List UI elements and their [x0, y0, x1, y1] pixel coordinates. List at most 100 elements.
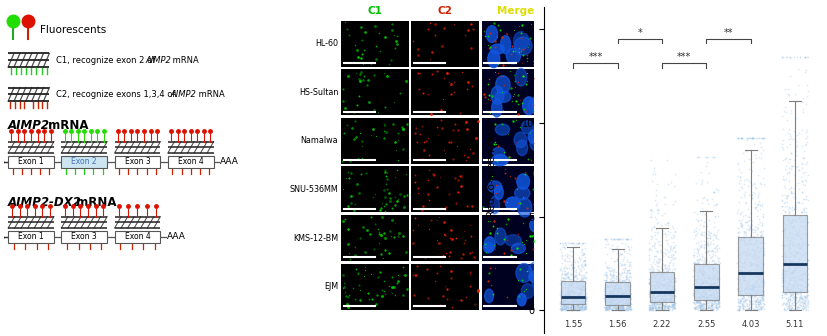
Point	[774, 279, 787, 285]
Point	[695, 273, 708, 278]
Point	[787, 297, 801, 302]
Point	[611, 273, 624, 278]
Point	[575, 300, 588, 306]
Point	[658, 267, 672, 272]
Point	[702, 256, 715, 261]
Point	[606, 269, 619, 275]
Point	[577, 263, 590, 268]
Point	[657, 280, 671, 285]
Point	[750, 299, 763, 304]
Point	[705, 265, 718, 270]
Point	[664, 289, 677, 295]
Point	[554, 300, 567, 306]
Point	[730, 235, 743, 241]
Point	[755, 291, 768, 296]
Point	[749, 245, 762, 250]
Point	[616, 297, 629, 302]
Point	[786, 296, 799, 302]
Point	[603, 298, 616, 303]
Point	[696, 281, 709, 286]
Point	[555, 270, 568, 276]
Point	[557, 276, 570, 281]
Point	[566, 300, 580, 305]
Point	[569, 272, 582, 278]
Point	[786, 261, 799, 266]
Point	[557, 302, 571, 308]
Point	[618, 242, 631, 247]
Point	[696, 245, 710, 251]
Point	[577, 251, 590, 256]
Point	[613, 303, 626, 308]
Point	[734, 295, 748, 300]
Point	[667, 301, 680, 307]
Point	[605, 295, 618, 300]
Point	[698, 265, 711, 270]
Point	[649, 306, 662, 311]
Point	[555, 253, 568, 258]
Point	[576, 250, 589, 255]
Point	[794, 232, 807, 237]
Point	[661, 305, 674, 311]
Point	[555, 256, 568, 261]
Bar	[8, 230, 54, 243]
Point	[605, 288, 619, 294]
Point	[798, 214, 811, 219]
Point	[644, 211, 657, 217]
Point	[659, 158, 672, 163]
Point	[598, 244, 611, 249]
Point	[736, 277, 749, 283]
Point	[577, 293, 590, 298]
Point	[704, 304, 717, 309]
Point	[709, 289, 722, 295]
Point	[614, 298, 627, 303]
Point	[787, 212, 801, 217]
Point	[707, 282, 720, 288]
Point	[785, 218, 798, 223]
Point	[658, 292, 672, 297]
Point	[560, 299, 573, 304]
Point	[620, 296, 633, 302]
Point	[600, 305, 614, 310]
Point	[644, 307, 657, 312]
Point	[656, 271, 669, 277]
Point	[748, 303, 762, 308]
Point	[731, 180, 744, 185]
Point	[621, 283, 634, 288]
Point	[700, 292, 714, 298]
Point	[606, 303, 619, 308]
Point	[656, 301, 669, 306]
Point	[576, 264, 589, 269]
Point	[706, 282, 719, 288]
Point	[563, 292, 576, 297]
Point	[782, 255, 796, 260]
Point	[738, 285, 751, 291]
Point	[756, 292, 769, 297]
Point	[711, 303, 724, 308]
Point	[552, 306, 566, 312]
Point	[618, 291, 631, 296]
Point	[743, 223, 756, 229]
Point	[743, 295, 757, 300]
Point	[690, 292, 703, 297]
Point	[708, 287, 721, 292]
Point	[655, 306, 668, 312]
Point	[752, 135, 765, 140]
Point	[571, 304, 585, 309]
Point	[657, 298, 671, 303]
Point	[578, 301, 591, 306]
Point	[756, 294, 769, 299]
Point	[711, 279, 724, 284]
Point	[578, 286, 591, 291]
Point	[659, 283, 672, 289]
Point	[555, 292, 568, 297]
Point	[653, 296, 667, 301]
Point	[664, 290, 677, 296]
Point	[738, 281, 751, 287]
Point	[754, 278, 767, 283]
Point	[734, 218, 747, 224]
Point	[607, 291, 620, 297]
Point	[604, 246, 617, 252]
Point	[710, 296, 724, 301]
Point	[577, 295, 590, 300]
Point	[623, 284, 636, 290]
